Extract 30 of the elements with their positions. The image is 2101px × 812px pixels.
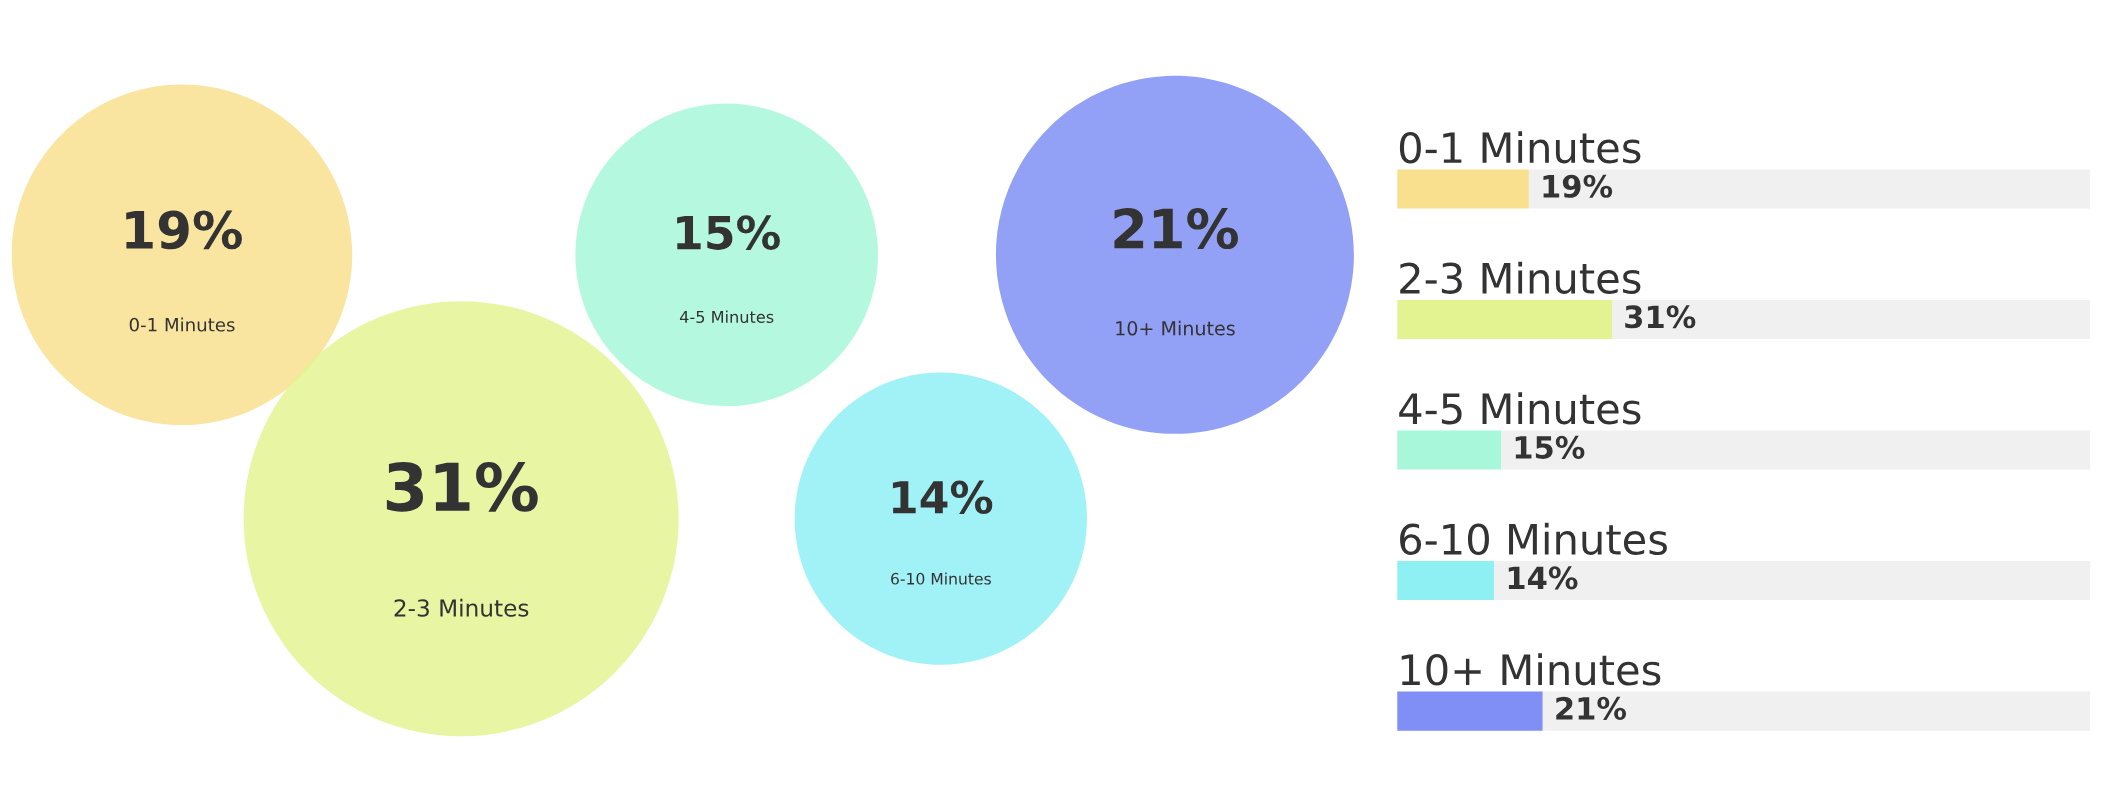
category-label: 6-10 Minutes [1400,522,1667,556]
bar [1494,560,2091,601]
data-label: 31% [1625,305,1696,329]
bar [1397,299,1613,340]
bar [1528,169,2091,209]
category-label: 4-5 Minutes [1399,392,1641,425]
bar [1397,560,1495,601]
bar [1397,691,1543,731]
category-label: 10+ Minutes [1401,653,1661,686]
data-label: 14% [1508,566,1578,590]
bar [1542,691,2091,731]
data-label: 21% [1556,696,1627,720]
bar [1397,430,1502,470]
data-label: 15% [1515,435,1585,459]
bar [1397,169,1529,209]
data-label: 19% [126,210,242,250]
data-label: 31% [386,461,538,512]
category-label: 2-3 Minutes [394,598,529,617]
bar [1501,430,2091,470]
category-label: 4-5 Minutes [679,310,774,324]
data-label: 21% [1114,208,1238,250]
bar [1612,299,2091,340]
data-label: 14% [892,480,993,514]
category-label: 10+ Minutes [1116,320,1235,336]
category-label: 0-1 Minutes [1399,131,1641,164]
category-label: 0-1 Minutes [129,317,235,332]
data-label: 15% [677,215,780,250]
data-label: 19% [1543,174,1613,198]
category-label: 2-3 Minutes [1400,261,1641,294]
category-label: 6-10 Minutes [891,572,991,585]
